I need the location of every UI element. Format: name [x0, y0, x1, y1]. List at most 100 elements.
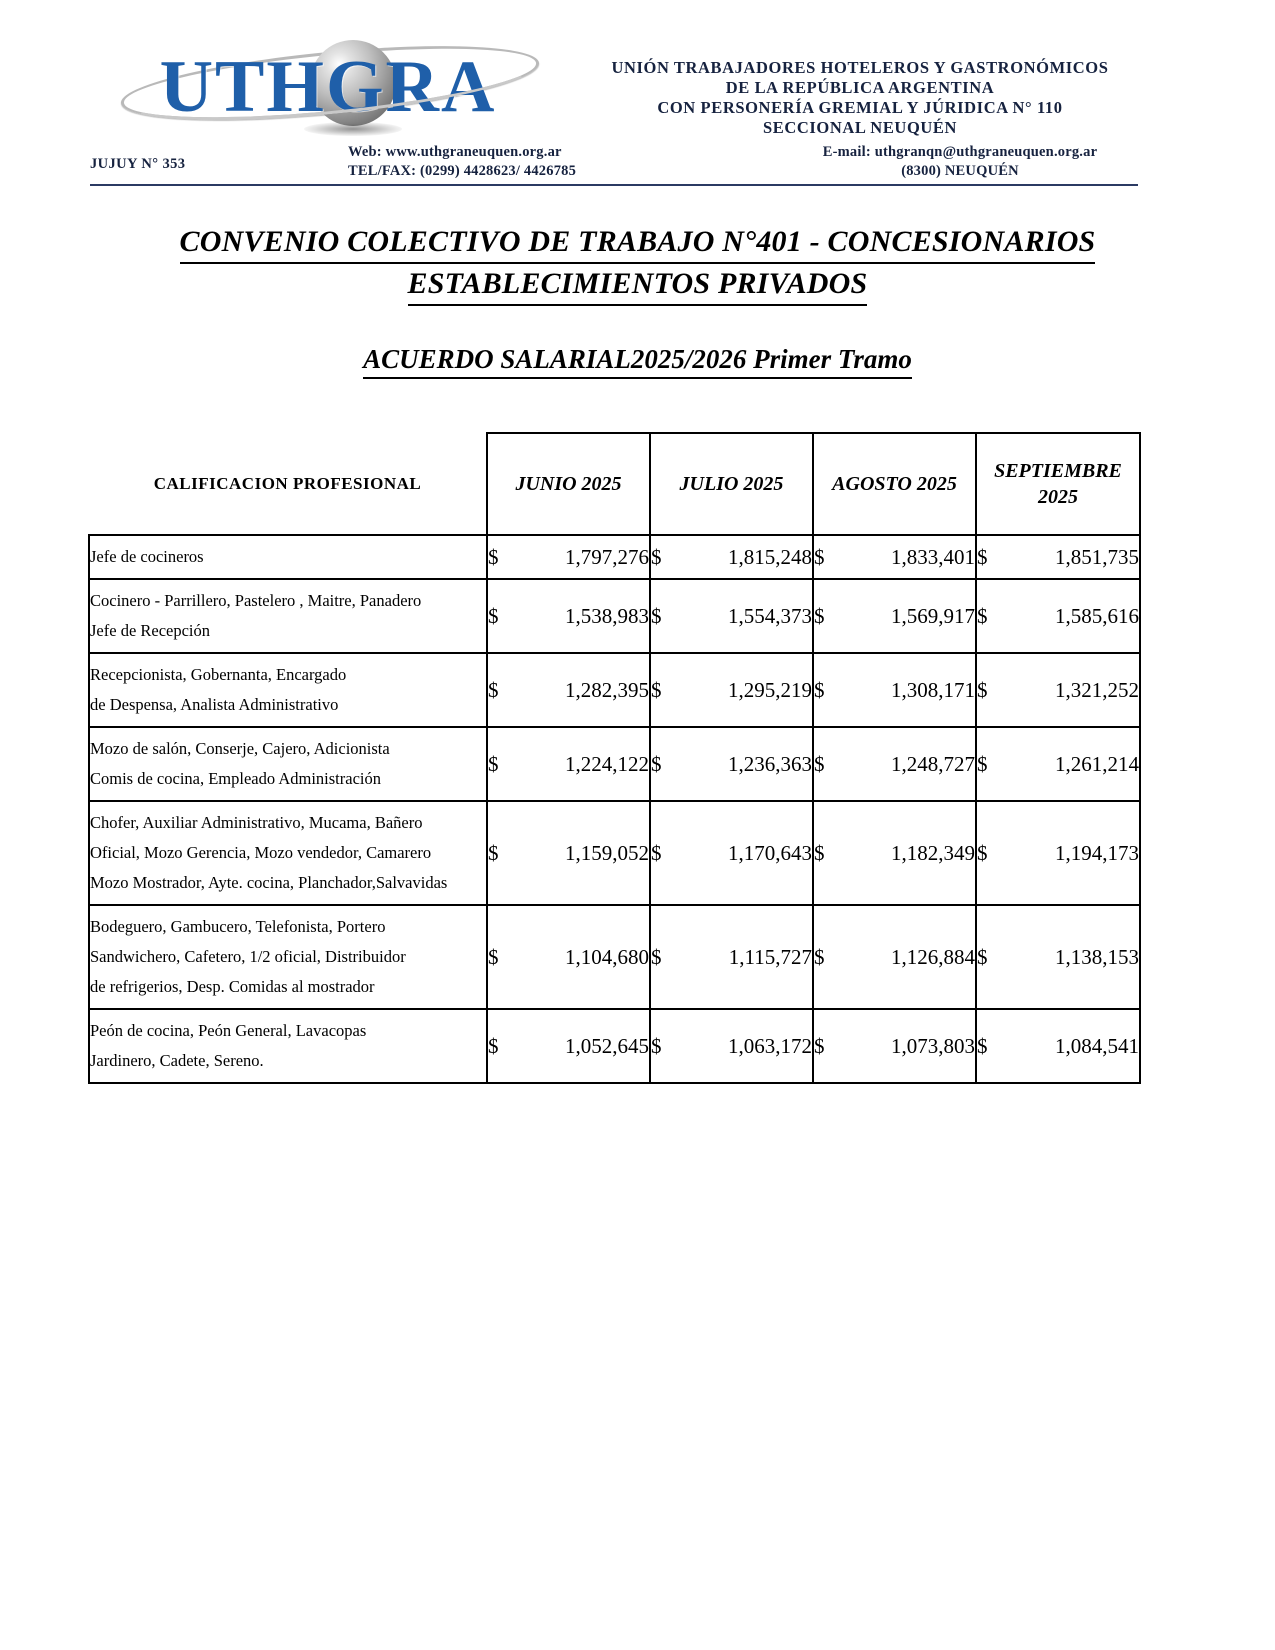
- currency-symbol: $: [814, 544, 825, 569]
- cell-junio: $ 1,052,645: [486, 1008, 651, 1084]
- column-header-calificacion: CALIFICACION PROFESIONAL: [153, 473, 422, 493]
- cell-septiembre: $ 1,084,541: [975, 1008, 1141, 1084]
- column-header-julio: JULIO 2025: [649, 432, 814, 536]
- currency-symbol: $: [977, 677, 988, 702]
- currency-symbol: $: [651, 944, 662, 969]
- title-line-2: ESTABLECIMIENTOS PRIVADOS: [407, 264, 868, 306]
- row-label: Recepcionista, Gobernanta, Encargado de …: [88, 652, 488, 728]
- row-label-line: Mozo de salón, Conserje, Cajero, Adicion…: [90, 739, 390, 758]
- web-and-phone: Web: www.uthgraneuquen.org.ar TEL/FAX: (…: [348, 143, 576, 181]
- telephone-line: TEL/FAX: (0299) 4428623/ 4426785: [348, 163, 577, 179]
- currency-symbol: $: [977, 751, 988, 776]
- salary-table: CALIFICACION PROFESIONAL JUNIO 2025 JULI…: [88, 432, 1141, 1084]
- amount-value: 1,159,052: [565, 840, 649, 865]
- currency-symbol: $: [488, 603, 499, 628]
- row-label-line: Comis de cocina, Empleado Administración: [90, 769, 381, 788]
- currency-symbol: $: [977, 603, 988, 628]
- org-line-4: SECCIONAL NEUQUÉN: [762, 118, 958, 137]
- amount-value: 1,321,252: [1055, 677, 1139, 702]
- table-row: Jefe de cocineros $ 1,797,276 $ 1,815,24…: [88, 534, 1141, 580]
- currency-symbol: $: [814, 840, 825, 865]
- amount-value: 1,104,680: [565, 944, 649, 969]
- table-row: Recepcionista, Gobernanta, Encargado de …: [88, 652, 1141, 728]
- cell-junio: $ 1,159,052: [486, 800, 651, 906]
- row-label-line: Cocinero - Parrillero, Pastelero , Maitr…: [90, 591, 422, 610]
- row-label-line: Sandwichero, Cafetero, 1/2 oficial, Dist…: [90, 947, 406, 966]
- org-line-3: CON PERSONERÍA GREMIAL Y JÚRIDICA N° 110: [657, 98, 1063, 117]
- amount-value: 1,194,173: [1055, 840, 1139, 865]
- currency-symbol: $: [488, 944, 499, 969]
- title-line-1: CONVENIO COLECTIVO DE TRABAJO N°401 - CO…: [179, 222, 1096, 264]
- city-line: (8300) NEUQUÉN: [901, 163, 1019, 179]
- cell-julio: $ 1,063,172: [649, 1008, 814, 1084]
- amount-value: 1,170,643: [728, 840, 812, 865]
- row-label-line: de Despensa, Analista Administrativo: [90, 695, 339, 714]
- currency-symbol: $: [651, 603, 662, 628]
- cell-septiembre: $ 1,585,616: [975, 578, 1141, 654]
- amount-value: 1,182,349: [891, 840, 975, 865]
- row-label-line: Jardinero, Cadete, Sereno.: [90, 1051, 264, 1070]
- currency-symbol: $: [977, 1033, 988, 1058]
- cell-junio: $ 1,538,983: [486, 578, 651, 654]
- document-titles: CONVENIO COLECTIVO DE TRABAJO N°401 - CO…: [0, 222, 1275, 379]
- amount-value: 1,569,917: [891, 603, 975, 628]
- column-header-agosto: AGOSTO 2025: [812, 432, 977, 536]
- amount-value: 1,115,727: [728, 944, 812, 969]
- row-label-line: Chofer, Auxiliar Administrativo, Mucama,…: [90, 813, 423, 832]
- page-title: CONVENIO COLECTIVO DE TRABAJO N°401 - CO…: [0, 222, 1275, 306]
- logo-shadow: [304, 122, 402, 136]
- cell-julio: $ 1,115,727: [649, 904, 814, 1010]
- cell-septiembre: $ 1,321,252: [975, 652, 1141, 728]
- cell-julio: $ 1,815,248: [649, 534, 814, 580]
- cell-junio: $ 1,104,680: [486, 904, 651, 1010]
- currency-symbol: $: [814, 944, 825, 969]
- table-row: Bodeguero, Gambucero, Telefonista, Porte…: [88, 904, 1141, 1010]
- amount-value: 1,063,172: [728, 1033, 812, 1058]
- amount-value: 1,797,276: [565, 544, 649, 569]
- table-header-row: CALIFICACION PROFESIONAL JUNIO 2025 JULI…: [89, 432, 1141, 536]
- cell-julio: $ 1,295,219: [649, 652, 814, 728]
- amount-value: 1,815,248: [728, 544, 812, 569]
- currency-symbol: $: [814, 1033, 825, 1058]
- amount-value: 1,224,122: [565, 751, 649, 776]
- table-row: Peón de cocina, Peón General, Lavacopas …: [88, 1008, 1141, 1084]
- cell-julio: $ 1,170,643: [649, 800, 814, 906]
- currency-symbol: $: [814, 677, 825, 702]
- table-row: Mozo de salón, Conserje, Cajero, Adicion…: [88, 726, 1141, 802]
- cell-agosto: $ 1,569,917: [812, 578, 977, 654]
- amount-value: 1,282,395: [565, 677, 649, 702]
- currency-symbol: $: [814, 751, 825, 776]
- currency-symbol: $: [488, 1033, 499, 1058]
- row-label-line: Jefe de Recepción: [90, 621, 211, 640]
- amount-value: 1,073,803: [891, 1033, 975, 1058]
- email-line: E-mail: uthgranqn@uthgraneuquen.org.ar: [822, 144, 1098, 160]
- amount-value: 1,126,884: [891, 944, 975, 969]
- table-header: CALIFICACION PROFESIONAL JUNIO 2025 JULI…: [89, 432, 1141, 536]
- cell-septiembre: $ 1,851,735: [975, 534, 1141, 580]
- cell-agosto: $ 1,126,884: [812, 904, 977, 1010]
- amount-value: 1,261,214: [1055, 751, 1139, 776]
- currency-symbol: $: [488, 840, 499, 865]
- currency-symbol: $: [651, 677, 662, 702]
- currency-symbol: $: [488, 544, 499, 569]
- row-label-line: Recepcionista, Gobernanta, Encargado: [90, 665, 347, 684]
- currency-symbol: $: [488, 751, 499, 776]
- currency-symbol: $: [977, 544, 988, 569]
- amount-value: 1,585,616: [1055, 603, 1139, 628]
- cell-junio: $ 1,797,276: [486, 534, 651, 580]
- cell-septiembre: $ 1,194,173: [975, 800, 1141, 906]
- amount-value: 1,308,171: [891, 677, 975, 702]
- website-line: Web: www.uthgraneuquen.org.ar: [348, 144, 562, 160]
- row-label: Peón de cocina, Peón General, Lavacopas …: [88, 1008, 488, 1084]
- currency-symbol: $: [651, 544, 662, 569]
- cell-septiembre: $ 1,261,214: [975, 726, 1141, 802]
- row-label: Mozo de salón, Conserje, Cajero, Adicion…: [88, 726, 488, 802]
- uthgra-logo: UTHGRA: [117, 32, 543, 138]
- amount-value: 1,833,401: [891, 544, 975, 569]
- salary-table-container: CALIFICACION PROFESIONAL JUNIO 2025 JULI…: [88, 432, 1141, 1084]
- column-header-septiembre: SEPTIEMBRE 2025: [975, 432, 1141, 536]
- logo-wordmark: UTHGRA: [159, 46, 497, 128]
- row-label: Cocinero - Parrillero, Pastelero , Maitr…: [88, 578, 488, 654]
- street-address: JUJUY N° 353: [90, 156, 186, 172]
